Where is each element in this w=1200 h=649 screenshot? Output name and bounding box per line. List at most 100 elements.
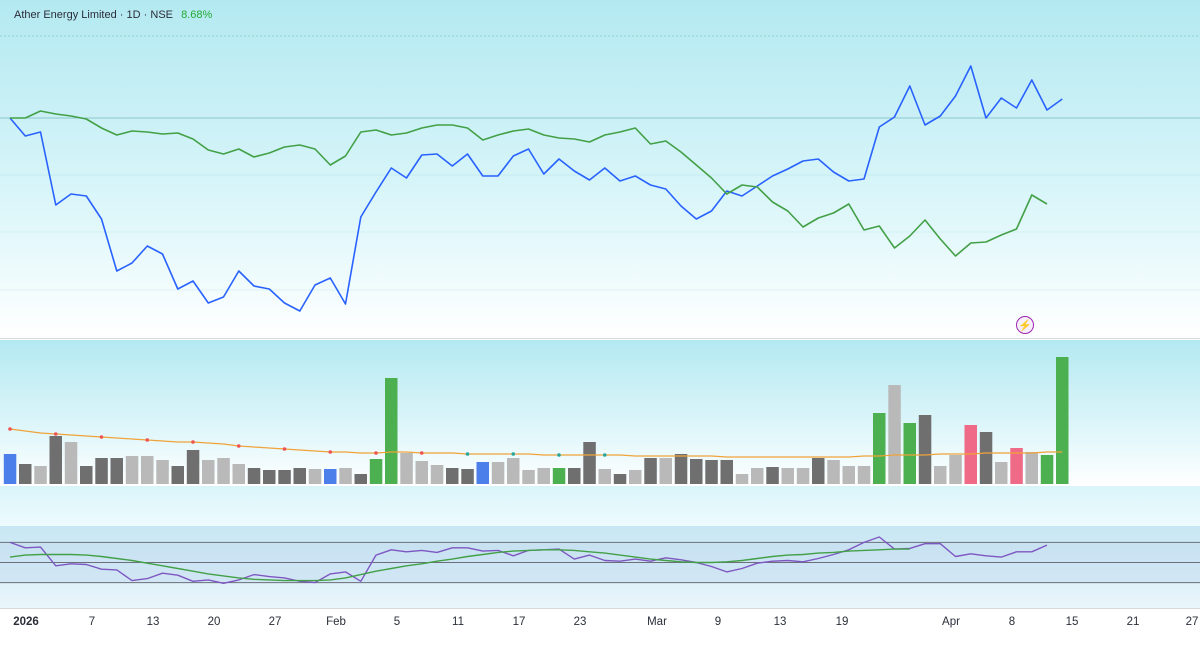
volume-bar (613, 474, 627, 484)
oscillator-pane[interactable] (0, 526, 1200, 608)
volume-bar (827, 460, 840, 484)
volume-bar (781, 468, 794, 484)
exchange-label: NSE (150, 9, 173, 21)
volume-bar (934, 466, 947, 484)
legend-separator: · (119, 9, 124, 21)
volume-bar (339, 468, 352, 484)
volume-bar (385, 378, 398, 484)
volume-bar (278, 470, 291, 484)
volume-ma-dot (236, 444, 241, 448)
volume-bar (766, 467, 779, 484)
volume-ma-dot (8, 427, 12, 431)
time-axis-label: 27 (1185, 616, 1199, 628)
volume-bar (369, 459, 383, 484)
volume-bar (64, 442, 78, 484)
volume-ma-dot (99, 435, 104, 439)
time-axis-label: 2026 (13, 616, 39, 628)
volume-bar (629, 470, 642, 484)
volume-bar (1025, 452, 1038, 484)
volume-bar (507, 458, 520, 484)
blue-price-line (9, 65, 1063, 312)
volume-bar (156, 460, 169, 484)
time-axis-label: 23 (573, 616, 587, 628)
volume-bar (873, 413, 886, 484)
pane-divider[interactable] (0, 338, 1200, 339)
volume-bar (446, 468, 459, 484)
volume-bar (324, 469, 337, 484)
volume-bar (918, 415, 932, 484)
volume-bar (232, 464, 245, 484)
lightning-icon[interactable]: ⚡ (1016, 316, 1034, 334)
empty-pane (0, 486, 1200, 526)
volume-bar (186, 450, 200, 484)
volume-bar (430, 465, 444, 484)
volume-bar (842, 466, 855, 484)
volume-bar (735, 474, 749, 484)
volume-pane[interactable] (0, 340, 1200, 486)
price-chart[interactable] (0, 0, 1200, 338)
time-axis-label: Apr (942, 616, 960, 628)
time-axis-label: 13 (773, 616, 787, 628)
volume-chart[interactable] (0, 340, 1200, 486)
time-axis[interactable]: 2026 7 13 20 27 Feb 5 11 17 23 Mar 9 13 19 Apr 8 15 21 27 (0, 608, 1200, 649)
volume-bar (293, 468, 306, 484)
volume-bar (461, 469, 474, 484)
volume-bar (857, 466, 871, 484)
time-axis-label: 27 (268, 616, 282, 628)
volume-bar (400, 453, 413, 484)
volume-bar (476, 462, 489, 484)
time-axis-label: 5 (393, 616, 401, 628)
volume-bar (568, 468, 581, 484)
volume-bar (49, 436, 62, 484)
volume-bar (522, 470, 535, 484)
volume-bar (491, 462, 505, 484)
volume-bar (80, 466, 93, 484)
volume-ma-dot (374, 451, 378, 455)
time-axis-label: 7 (88, 616, 96, 628)
volume-bar (34, 466, 47, 484)
time-axis-label: 13 (146, 616, 160, 628)
volume-bar (659, 458, 672, 484)
volume-bar (247, 468, 261, 484)
oscillator-chart[interactable] (0, 526, 1200, 608)
time-axis-label: 15 (1065, 616, 1079, 628)
symbol-legend[interactable]: Ather Energy Limited · 1D · NSE 8.68% (14, 9, 212, 21)
volume-ma-dot (511, 452, 516, 456)
volume-bar (19, 464, 32, 484)
volume-bar (415, 461, 428, 484)
volume-ma-line (9, 428, 1063, 458)
volume-bar (1010, 448, 1023, 484)
volume-bar (674, 454, 688, 484)
price-pane[interactable]: Ather Energy Limited · 1D · NSE 8.68% ⚡ (0, 0, 1200, 338)
volume-bar (217, 458, 230, 484)
volume-bar (263, 470, 276, 484)
green-oscillator-line (9, 548, 910, 582)
volume-ma-dot (465, 452, 470, 456)
volume-bar (751, 468, 764, 484)
change-percent: 8.68% (181, 9, 213, 21)
green-price-line (10, 110, 1048, 257)
time-axis-label: 8 (1008, 616, 1016, 628)
volume-bar (1040, 455, 1054, 484)
volume-bar (95, 458, 108, 484)
time-axis-label: 17 (512, 616, 526, 628)
volume-ma-dot (282, 447, 287, 451)
volume-bar (583, 442, 596, 484)
volume-bar (552, 468, 566, 484)
volume-bar (888, 385, 901, 484)
volume-ma-dot (328, 450, 333, 454)
symbol-name: Ather Energy Limited (14, 9, 117, 21)
volume-bar (644, 458, 657, 484)
volume-ma-dot (145, 438, 150, 442)
time-axis-label: 19 (835, 616, 849, 628)
volume-ma-dot (602, 453, 607, 457)
time-axis-label: Mar (647, 616, 667, 628)
volume-bar (354, 474, 367, 484)
volume-bar (110, 458, 123, 484)
volume-bar (995, 462, 1008, 484)
volume-bar (141, 456, 154, 484)
volume-ma-dot (557, 453, 561, 457)
volume-bar (705, 460, 718, 484)
volume-bar (1056, 357, 1069, 484)
volume-bar (812, 458, 825, 484)
